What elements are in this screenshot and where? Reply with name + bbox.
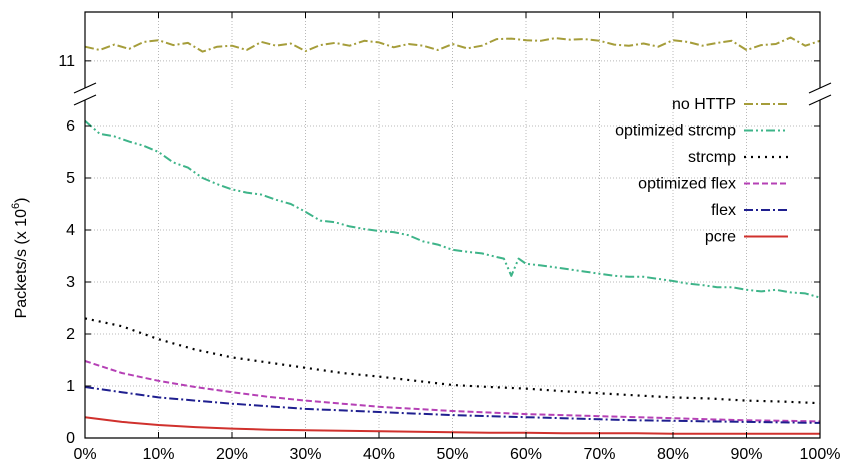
x-tick-label: 80% [657,446,689,463]
grid-lines [85,12,820,438]
axis-break-mark [73,94,97,106]
legend-label-optimized-strcmp: optimized strcmp [615,123,736,140]
x-tick-label: 90% [730,446,762,463]
series-line-no-http [84,36,821,53]
axis-break-mark [73,82,97,94]
y-tick-label: 4 [66,222,75,239]
lower-panel-frame [84,100,821,439]
legend-label-pcre: pcre [705,229,736,246]
x-tick-label: 50% [436,446,468,463]
series-layer [84,36,821,435]
x-tick-label: 0% [73,446,96,463]
y-axis-label: Packets/s (x 106) [10,198,30,319]
legend-label-strcmp: strcmp [688,149,736,166]
series-line-strcmp [84,317,821,405]
y-axis-label-exponent: 6 [10,203,22,209]
x-tick-label: 10% [142,446,174,463]
upper-panel-frame [84,11,821,88]
axis-break-mark [808,82,832,94]
x-tick-label: 70% [583,446,615,463]
x-tick-label: 60% [510,446,542,463]
tick-labels: 0% 10% 20% 30% 40% 50% 60% 70% 80% 90% 100% 0 1 2 3 4 5 6… [58,53,840,463]
y-tick-label: 0 [66,430,75,447]
series-line-optimized-flex [84,360,821,423]
x-tick-label: 40% [363,446,395,463]
y-tick-label: 6 [66,118,75,135]
legend: no HTTP optimized strcmp strcmp optimized f… [615,96,788,246]
x-tick-label: 100% [800,446,841,463]
plot-frame [73,11,832,439]
y-tick-label: 5 [66,170,75,187]
series-line-optimized-strcmp [84,120,821,299]
series-line-flex [84,386,821,424]
legend-label-flex: flex [711,202,736,219]
y-tick-label: 1 [66,378,75,395]
y-tick-label: 2 [66,326,75,343]
legend-label-no-http: no HTTP [672,96,736,113]
x-tick-label: 20% [216,446,248,463]
series-line-pcre [84,416,820,435]
axis-break-mark [808,94,832,106]
x-tick-label: 30% [289,446,321,463]
y-tick-label: 3 [66,274,75,291]
legend-label-optimized-flex: optimized flex [638,176,736,193]
y-tick-label: 11 [58,53,75,70]
